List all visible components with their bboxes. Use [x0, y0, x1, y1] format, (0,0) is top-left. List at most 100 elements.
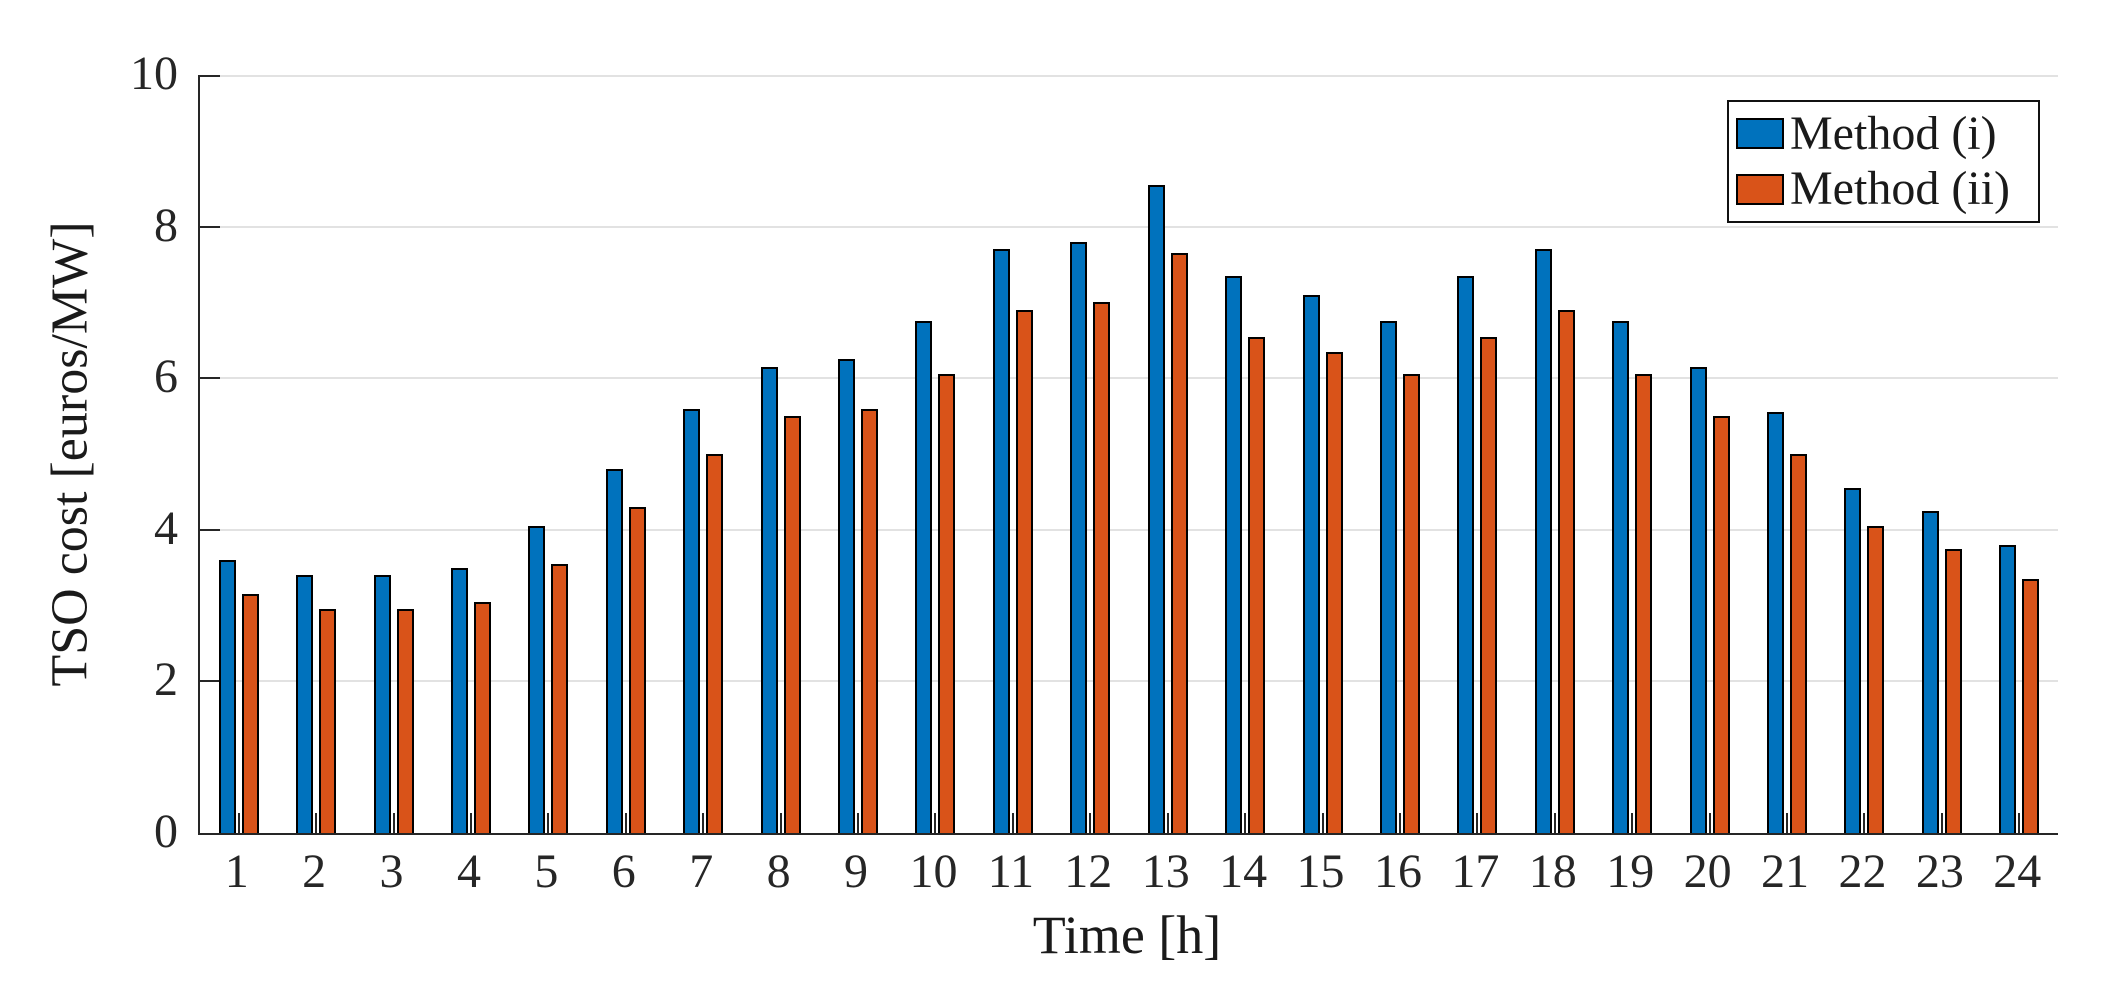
x-tick-label-3: 3 [379, 845, 404, 898]
plot-area [198, 75, 2058, 835]
bar-method-ii-h24 [2022, 579, 2040, 833]
x-tick-label-8: 8 [766, 845, 791, 898]
x-tick-2 [315, 813, 318, 833]
legend-swatch-method-i-icon [1736, 118, 1784, 150]
bar-method-ii-h1 [241, 594, 259, 833]
x-tick-12 [1089, 813, 1092, 833]
y-tick-4 [200, 528, 220, 531]
y-tick-label-4: 4 [154, 501, 178, 555]
bar-method-ii-h13 [1170, 253, 1188, 833]
x-tick-label-18: 18 [1528, 845, 1577, 898]
gridline-y-2 [200, 680, 2058, 683]
legend-item-method-ii: Method (ii) [1736, 165, 2038, 213]
x-tick-label-2: 2 [302, 845, 327, 898]
x-tick-label-11: 11 [987, 845, 1034, 898]
bar-method-ii-h17 [1480, 336, 1498, 833]
bar-method-i-h21 [1767, 412, 1785, 833]
x-tick-label-12: 12 [1064, 845, 1113, 898]
x-tick-label-19: 19 [1606, 845, 1655, 898]
bar-method-ii-h20 [1712, 416, 1730, 833]
x-tick-label-14: 14 [1219, 845, 1268, 898]
bar-method-i-h8 [760, 366, 778, 833]
legend-item-method-i: Method (i) [1736, 106, 2038, 160]
bar-method-ii-h3 [396, 609, 414, 833]
x-tick-14 [1244, 813, 1247, 833]
x-tick-10 [934, 813, 937, 833]
bar-method-ii-h21 [1790, 454, 1808, 833]
gridline-y-8 [200, 225, 2058, 228]
legend-swatch-method-ii-icon [1736, 173, 1784, 205]
bar-method-i-h4 [450, 567, 468, 833]
bar-method-ii-h6 [628, 507, 646, 833]
bar-method-i-h19 [1612, 321, 1630, 833]
x-tick-label-9: 9 [844, 845, 869, 898]
x-tick-label-21: 21 [1761, 845, 1810, 898]
gridline-y-10 [200, 75, 2058, 77]
y-tick-label-6: 6 [154, 350, 178, 404]
x-tick-label-15: 15 [1296, 845, 1345, 898]
bar-method-i-h11 [992, 249, 1010, 833]
bar-method-ii-h10 [938, 374, 956, 833]
x-tick-label-10: 10 [909, 845, 958, 898]
x-tick-22 [1863, 813, 1866, 833]
bar-method-ii-h12 [1093, 302, 1111, 833]
bar-method-i-h16 [1379, 321, 1397, 833]
x-tick-23 [1940, 813, 1943, 833]
x-tick-24 [2018, 813, 2021, 833]
bar-method-ii-h5 [551, 563, 569, 833]
x-tick-15 [1321, 813, 1324, 833]
x-tick-label-20: 20 [1683, 845, 1732, 898]
y-tick-6 [200, 377, 220, 380]
x-tick-label-22: 22 [1838, 845, 1887, 898]
x-tick-label-6: 6 [611, 845, 636, 898]
bar-method-i-h14 [1225, 275, 1243, 833]
bar-method-ii-h8 [783, 416, 801, 833]
x-tick-13 [1166, 813, 1169, 833]
x-axis-label: Time [h] [1032, 905, 1222, 965]
bar-method-ii-h15 [1325, 351, 1343, 833]
bar-method-i-h10 [915, 321, 933, 833]
bar-method-ii-h16 [1402, 374, 1420, 833]
y-tick-2 [200, 680, 220, 683]
x-tick-label-13: 13 [1141, 845, 1190, 898]
bar-method-i-h9 [838, 359, 856, 833]
bar-method-ii-h14 [1248, 336, 1266, 833]
bar-method-i-h2 [296, 575, 314, 833]
x-tick-6 [624, 813, 627, 833]
x-tick-7 [702, 813, 705, 833]
x-tick-label-24: 24 [1993, 845, 2042, 898]
x-tick-9 [857, 813, 860, 833]
bar-method-ii-h19 [1635, 374, 1653, 833]
legend-label-method-ii: Method (ii) [1790, 162, 2010, 216]
gridline-y-6 [200, 377, 2058, 380]
bar-method-i-h5 [528, 526, 546, 833]
x-tick-label-7: 7 [689, 845, 714, 898]
gridline-y-4 [200, 528, 2058, 531]
x-tick-label-23: 23 [1915, 845, 1964, 898]
x-tick-label-16: 16 [1373, 845, 1422, 898]
bar-method-ii-h2 [319, 609, 337, 833]
bar-method-ii-h7 [706, 454, 724, 833]
x-tick-5 [547, 813, 550, 833]
bar-method-i-h6 [605, 469, 623, 833]
y-tick-label-2: 2 [154, 653, 178, 707]
bar-method-i-h18 [1534, 249, 1552, 833]
x-tick-3 [392, 813, 395, 833]
bar-method-i-h20 [1689, 366, 1707, 833]
bar-method-i-h22 [1844, 488, 1862, 833]
x-tick-label-1: 1 [224, 845, 249, 898]
y-tick-8 [200, 225, 220, 228]
bar-method-i-h3 [373, 575, 391, 833]
bar-method-i-h12 [1070, 241, 1088, 833]
legend: Method (i) Method (ii) [1727, 100, 2040, 223]
bar-method-i-h17 [1457, 275, 1475, 833]
y-tick-label-8: 8 [154, 198, 178, 252]
x-tick-11 [1011, 813, 1014, 833]
x-tick-21 [1786, 813, 1789, 833]
x-tick-20 [1708, 813, 1711, 833]
bar-method-i-h7 [683, 408, 701, 833]
x-tick-19 [1631, 813, 1634, 833]
legend-label-method-i: Method (i) [1790, 106, 1997, 160]
x-tick-label-17: 17 [1451, 845, 1500, 898]
